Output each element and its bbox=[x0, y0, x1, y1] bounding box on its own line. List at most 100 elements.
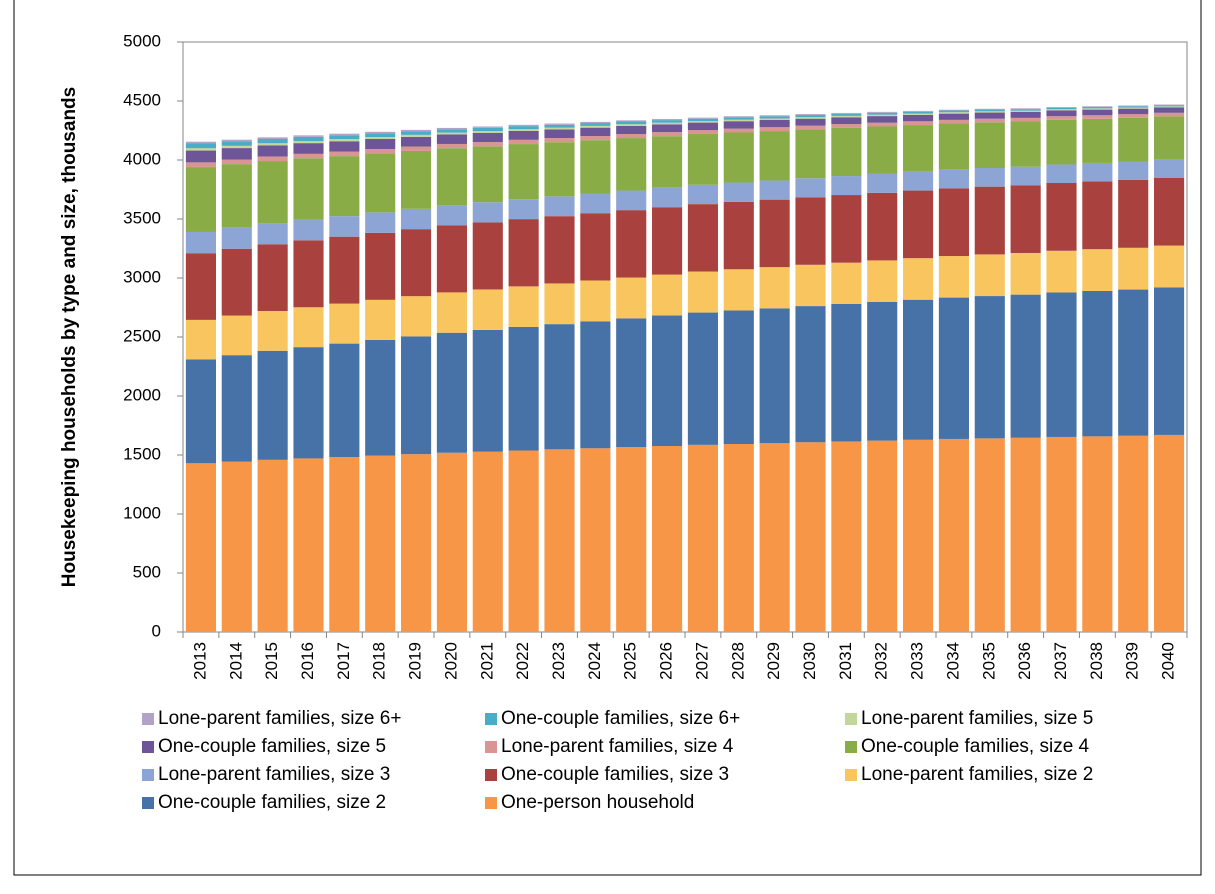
legend-swatch bbox=[845, 769, 857, 781]
bar-segment bbox=[867, 192, 898, 261]
x-tick-label: 2038 bbox=[1087, 642, 1106, 680]
bar-segment bbox=[687, 444, 718, 632]
bar-segment bbox=[867, 112, 898, 115]
x-tick-label: 2040 bbox=[1159, 642, 1178, 680]
x-tick-label: 2037 bbox=[1051, 642, 1070, 680]
bar-segment bbox=[185, 319, 216, 360]
bar-segment bbox=[1010, 294, 1041, 438]
y-tick-label: 1000 bbox=[123, 503, 161, 522]
bar-segment bbox=[1118, 107, 1149, 109]
bar-segment bbox=[687, 117, 718, 119]
bar-segment bbox=[293, 153, 324, 159]
bar-segment bbox=[867, 116, 898, 123]
legend-swatch bbox=[485, 769, 497, 781]
bar-segment bbox=[329, 303, 360, 344]
bar-segment bbox=[365, 339, 396, 456]
bar-segment bbox=[938, 112, 969, 114]
bar-segment bbox=[687, 312, 718, 445]
bar-segment bbox=[329, 216, 360, 237]
bar-segment bbox=[616, 125, 647, 135]
bar-segment bbox=[1082, 115, 1113, 119]
bar-segment bbox=[1082, 106, 1113, 108]
bar-segment bbox=[185, 253, 216, 320]
bar-segment bbox=[723, 132, 754, 183]
bar-segment bbox=[185, 463, 216, 632]
bar-segment bbox=[1046, 183, 1077, 251]
x-tick-label: 2028 bbox=[728, 642, 747, 680]
bar-segment bbox=[257, 459, 288, 632]
legend-swatch bbox=[142, 741, 154, 753]
bar-segment bbox=[544, 449, 575, 632]
bar-segment bbox=[257, 143, 288, 146]
bar-segment bbox=[723, 269, 754, 311]
bar-segment bbox=[759, 308, 790, 444]
bar-segment bbox=[616, 124, 647, 126]
bar-segment bbox=[472, 126, 503, 128]
bar-segment bbox=[903, 113, 934, 115]
bar-segment bbox=[759, 115, 790, 117]
bar-segment bbox=[938, 109, 969, 111]
bar-segment bbox=[257, 138, 288, 144]
bar-segment bbox=[1118, 114, 1149, 118]
x-tick-label: 2019 bbox=[406, 642, 425, 680]
bar-segment bbox=[1010, 117, 1041, 122]
bar-segment bbox=[329, 156, 360, 217]
bar-segment bbox=[401, 150, 432, 209]
bar-segment bbox=[938, 123, 969, 170]
bar-segment bbox=[723, 128, 754, 133]
bar-segment bbox=[831, 117, 862, 125]
bar-segment bbox=[938, 188, 969, 257]
bar-segment bbox=[401, 229, 432, 297]
y-tick-label: 3500 bbox=[123, 208, 161, 227]
bar-segment bbox=[508, 144, 539, 200]
bar-segment bbox=[401, 146, 432, 151]
bar-segment bbox=[508, 199, 539, 220]
bar-segment bbox=[401, 296, 432, 337]
bar-segment bbox=[221, 315, 252, 356]
bar-segment bbox=[1010, 185, 1041, 253]
bar-segment bbox=[1046, 107, 1077, 110]
bar-segment bbox=[867, 126, 898, 174]
bar-segment bbox=[938, 438, 969, 632]
bar-segment bbox=[544, 123, 575, 125]
bar-segment bbox=[903, 125, 934, 172]
y-tick-label: 2500 bbox=[123, 326, 161, 345]
bar-segment bbox=[795, 306, 826, 443]
bar-segment bbox=[1154, 287, 1185, 435]
bar-segment bbox=[293, 141, 324, 144]
bar-segment bbox=[401, 454, 432, 632]
legend-label: Lone-parent families, size 2 bbox=[861, 764, 1093, 785]
bar-segment bbox=[401, 131, 432, 135]
bar-segment bbox=[544, 142, 575, 197]
bar-segment bbox=[365, 153, 396, 213]
bar-segment bbox=[687, 122, 718, 131]
bar-segment bbox=[1118, 106, 1149, 108]
bar-segment bbox=[580, 448, 611, 632]
bar-segment bbox=[508, 326, 539, 451]
bar-segment bbox=[1118, 117, 1149, 162]
bar-segment bbox=[544, 127, 575, 130]
legend-swatch bbox=[485, 741, 497, 753]
bar-segment bbox=[795, 442, 826, 632]
bar-segment bbox=[974, 108, 1005, 110]
bar-segment bbox=[903, 258, 934, 300]
bar-segment bbox=[329, 236, 360, 304]
bar-segment bbox=[723, 310, 754, 445]
bar-segment bbox=[759, 131, 790, 181]
bar-segment bbox=[1010, 166, 1041, 186]
bar-segment bbox=[436, 134, 467, 144]
bar-segment bbox=[616, 447, 647, 632]
bar-segment bbox=[544, 196, 575, 217]
x-tick-label: 2039 bbox=[1123, 642, 1142, 680]
bar-segment bbox=[1010, 108, 1041, 110]
bar-segment bbox=[472, 329, 503, 452]
bar-segment bbox=[903, 110, 934, 112]
bar-segment bbox=[293, 158, 324, 220]
y-tick-label: 0 bbox=[152, 621, 161, 640]
bar-segment bbox=[365, 149, 396, 154]
bar-segment bbox=[616, 121, 647, 125]
bar-segment bbox=[974, 186, 1005, 255]
bar-segment bbox=[436, 332, 467, 453]
bar-segment bbox=[723, 182, 754, 202]
